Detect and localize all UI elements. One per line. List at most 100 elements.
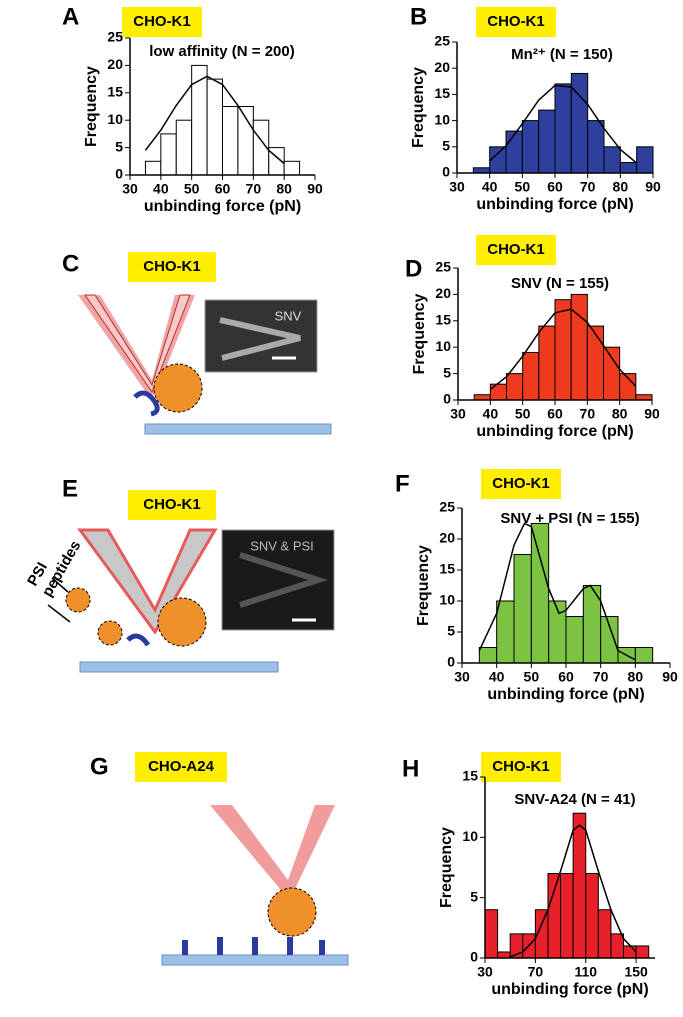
fit-curve [489, 84, 638, 164]
bar [619, 162, 638, 174]
bar [175, 119, 193, 176]
badge-text: CHO-K1 [492, 758, 550, 775]
y-tick-label: 0 [447, 654, 455, 670]
bar [635, 394, 653, 401]
virion [153, 363, 203, 413]
panel-letter: D [405, 255, 422, 282]
fit-curve [478, 522, 636, 661]
badge [135, 752, 227, 782]
x-tick-label: 60 [558, 669, 574, 685]
annotation: SNV (N = 155) [511, 275, 609, 292]
y-axis-label: Frequency [411, 293, 428, 374]
bar [634, 647, 654, 664]
bar [472, 167, 491, 174]
y-tick-label: 0 [442, 164, 450, 180]
bar [489, 383, 508, 401]
x-tick-label: 60 [547, 406, 563, 422]
x-tick-label: 70 [528, 964, 544, 980]
badge [481, 752, 561, 782]
x-tick-label: 40 [482, 179, 498, 195]
x-tick-label: 30 [454, 669, 470, 685]
y-axis-label: Frequency [415, 545, 432, 626]
image-tip [219, 317, 301, 361]
y-tick-label: 0 [443, 391, 451, 407]
annotation: low affinity (N = 200) [149, 43, 294, 60]
bar [586, 325, 604, 401]
bar [547, 873, 562, 959]
bar [610, 933, 625, 959]
fit-curve [509, 824, 637, 958]
y-tick-label: 20 [439, 530, 455, 546]
x-axis-label: unbinding force (pN) [476, 423, 633, 440]
y-axis-label: Frequency [83, 66, 100, 147]
y-tick-label: 25 [439, 499, 455, 515]
bar [600, 616, 619, 664]
panel-letter: B [410, 3, 427, 30]
x-tick-label: 70 [580, 406, 596, 422]
image-label: SNV [275, 308, 302, 323]
badge-text: CHO-K1 [133, 13, 191, 30]
panel-letter: H [402, 755, 419, 782]
annotation: SNV-A24 (N = 41) [514, 791, 635, 808]
x-tick-label: 30 [477, 964, 493, 980]
y-tick-label: 10 [462, 828, 478, 844]
bar [603, 346, 621, 401]
bar [484, 909, 499, 959]
peptide [97, 620, 123, 646]
bar [478, 647, 498, 664]
bar [554, 83, 572, 174]
x-tick-label: 150 [624, 964, 648, 980]
bar [587, 120, 605, 174]
x-tick-label: 60 [547, 179, 563, 195]
bar [635, 945, 650, 959]
x-tick-label: 80 [628, 669, 644, 685]
badge [122, 7, 202, 37]
y-tick-label: 5 [442, 138, 450, 154]
x-tick-label: 50 [184, 181, 200, 197]
y-tick-label: 0 [115, 166, 123, 182]
y-tick-label: 25 [435, 259, 451, 275]
integrin [133, 390, 160, 417]
diagram-e: E CHO-K1 SNV & PSI PSI peptides [24, 475, 335, 673]
y-tick-label: 20 [107, 56, 123, 72]
panel-letter: G [90, 753, 109, 780]
y-tick-label: 15 [435, 312, 451, 328]
y-tick-label: 15 [462, 768, 478, 784]
image-tip [239, 552, 328, 608]
y-axis-label: Frequency [438, 827, 455, 908]
y-tick-label: 10 [434, 111, 450, 127]
x-axis-label: unbinding force (pN) [487, 686, 644, 703]
badge [128, 252, 216, 282]
cantilever [77, 528, 218, 635]
x-tick-label: 40 [153, 181, 169, 197]
x-tick-label: 30 [450, 406, 466, 422]
bar [497, 951, 511, 959]
y-tick-label: 20 [435, 285, 451, 301]
x-tick-label: 90 [662, 669, 678, 685]
x-tick-label: 40 [483, 406, 499, 422]
badge-text: CHO-K1 [487, 13, 545, 30]
bar [538, 109, 556, 174]
bar [554, 299, 572, 401]
bar [144, 160, 162, 176]
badge-text: CHO-A24 [148, 758, 215, 775]
badge-text: CHO-K1 [143, 496, 201, 513]
x-tick-label: 90 [307, 181, 323, 197]
bar [191, 64, 208, 176]
bar [522, 351, 540, 401]
bar [585, 873, 599, 959]
bar [513, 554, 532, 664]
annotation: SNV + PSI (N = 155) [500, 510, 639, 527]
x-tick-label: 80 [276, 181, 292, 197]
y-tick-label: 10 [439, 592, 455, 608]
x-tick-label: 90 [644, 406, 660, 422]
fit-curve [144, 75, 285, 165]
x-axis-label: unbinding force (pN) [491, 981, 648, 998]
bar [623, 945, 637, 959]
bar [160, 133, 177, 176]
bar [538, 325, 556, 401]
arrow [51, 577, 69, 593]
cantilever-core [84, 294, 191, 394]
badge-text: CHO-K1 [492, 475, 550, 492]
x-tick-label: 60 [215, 181, 231, 197]
